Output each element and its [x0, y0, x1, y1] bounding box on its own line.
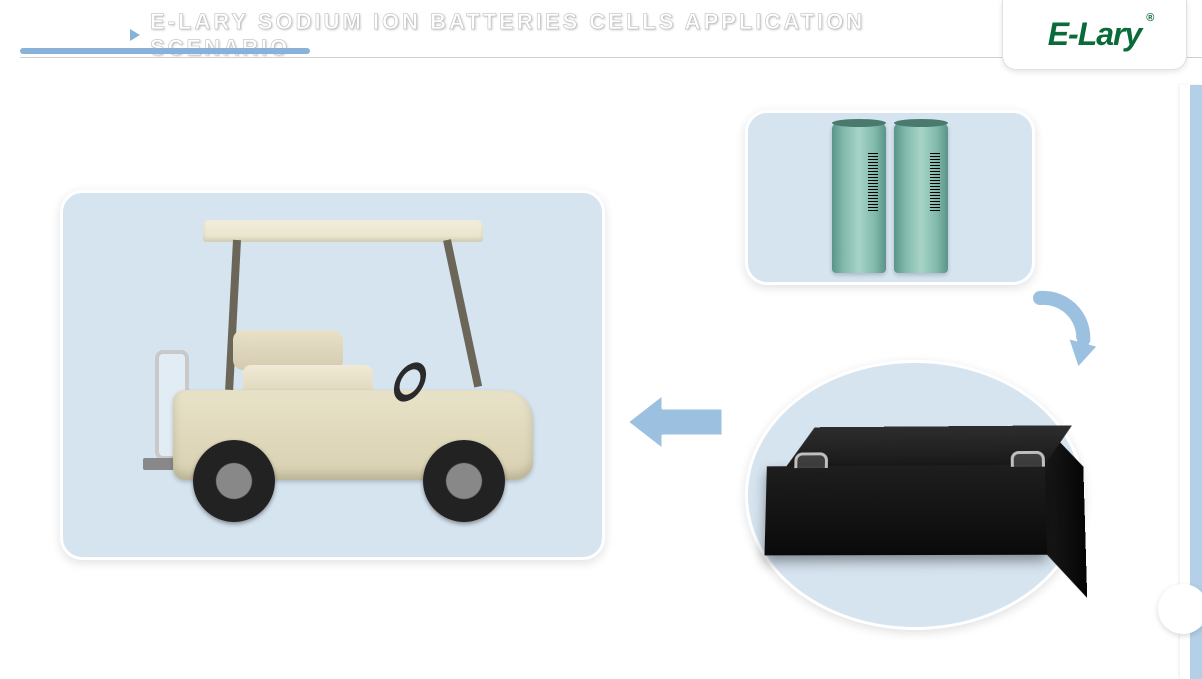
decorative-circle: [1158, 584, 1202, 634]
battery-pack-illustration: [774, 425, 1057, 565]
cart-roof: [203, 220, 483, 242]
logo-container: E-Lary ®: [1002, 0, 1187, 70]
cart-wheel: [193, 440, 275, 522]
battery-cells-panel: [745, 110, 1035, 285]
battery-pack-panel: [745, 360, 1085, 630]
flow-arrow-pack-to-cart: [625, 390, 725, 454]
brand-logo: E-Lary ®: [1048, 16, 1142, 53]
cart-pillar: [443, 239, 482, 387]
pack-front: [764, 465, 1047, 556]
golf-cart-panel: [60, 190, 605, 560]
flow-arrow-cells-to-pack: [1020, 290, 1110, 380]
brand-logo-text: E-Lary: [1048, 16, 1142, 52]
cell-barcode: [930, 153, 940, 213]
sodium-cell: [894, 123, 948, 273]
pack-handle: [1011, 451, 1045, 467]
pack-handle: [794, 452, 828, 468]
title-underline-accent: [20, 48, 310, 54]
header: E-LARY SODIUM ION BATTERIES CELLS APPLIC…: [0, 0, 1202, 62]
registered-mark: ®: [1146, 12, 1153, 24]
golf-cart-illustration: [93, 210, 573, 540]
cart-wheel: [423, 440, 505, 522]
cart-seat-back: [233, 330, 343, 370]
cell-barcode: [868, 153, 878, 213]
sodium-cell: [832, 123, 886, 273]
triangle-marker-icon: [130, 29, 140, 41]
